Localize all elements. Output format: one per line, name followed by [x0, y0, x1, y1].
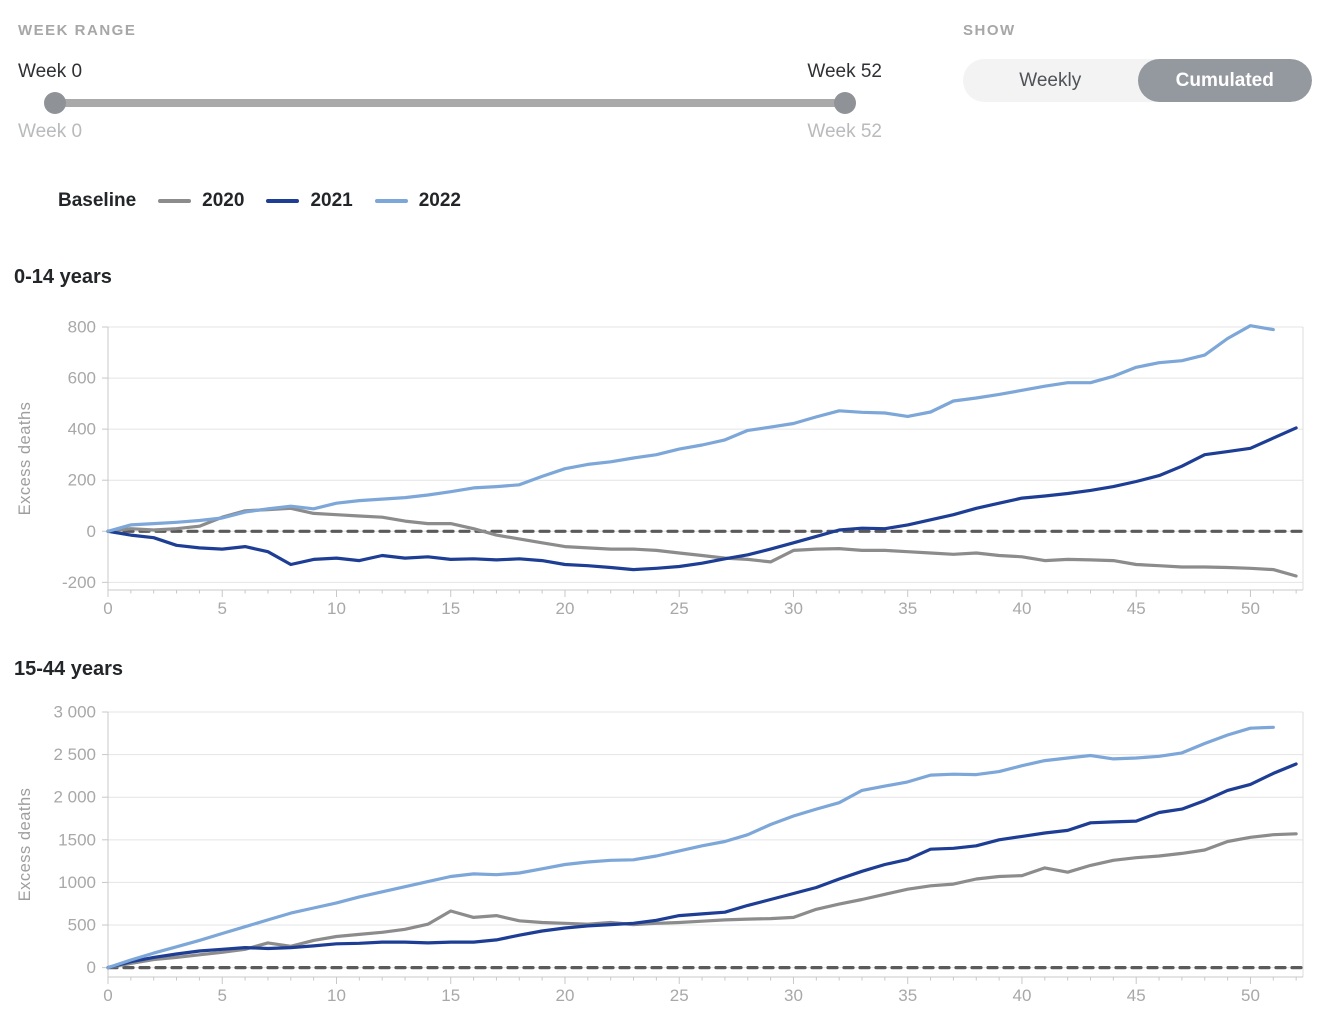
slider-track[interactable] — [52, 99, 848, 107]
svg-text:20: 20 — [556, 986, 575, 1005]
slider-handle-end[interactable] — [834, 92, 856, 114]
toggle-option-weekly[interactable]: Weekly — [1019, 69, 1082, 91]
week-range-end-value: Week 52 — [807, 61, 882, 82]
legend-label: 2021 — [310, 190, 353, 211]
series-line-2022 — [106, 324, 1275, 533]
svg-text:25: 25 — [670, 986, 689, 1005]
show-toggle[interactable]: Weekly Cumulated — [963, 59, 1312, 102]
chart-title-0-14: 0-14 years — [14, 266, 112, 288]
series-line-2021 — [106, 426, 1298, 572]
legend: Baseline 2020 2021 2022 — [14, 188, 1325, 214]
svg-text:2 000: 2 000 — [53, 788, 96, 807]
legend-item-2020[interactable]: 2020 — [158, 190, 244, 212]
svg-text:400: 400 — [68, 420, 96, 439]
svg-text:600: 600 — [68, 369, 96, 388]
svg-text:15: 15 — [441, 599, 460, 618]
svg-text:50: 50 — [1241, 986, 1260, 1005]
svg-text:45: 45 — [1127, 986, 1146, 1005]
svg-text:0: 0 — [103, 599, 112, 618]
week-range-slider[interactable] — [18, 92, 882, 114]
svg-text:25: 25 — [670, 599, 689, 618]
svg-text:40: 40 — [1012, 986, 1031, 1005]
line-swatch-icon — [374, 199, 408, 203]
series-line-2021 — [106, 762, 1298, 970]
show-control: SHOW Weekly Cumulated — [963, 22, 1312, 102]
week-range-label: WEEK RANGE — [18, 22, 137, 39]
toggle-option-cumulated[interactable]: Cumulated — [1137, 59, 1312, 102]
legend-item-2022[interactable]: 2022 — [374, 190, 461, 212]
svg-text:30: 30 — [784, 599, 803, 618]
week-range-end-sub: Week 52 — [807, 121, 882, 142]
svg-text:15: 15 — [441, 986, 460, 1005]
svg-text:20: 20 — [556, 599, 575, 618]
slider-handle-start[interactable] — [44, 92, 66, 114]
chart-0-14-years: 800 600 400 200 0 -200 0 5 10 15 20 25 30 35 40 45 50 Exc… — [16, 318, 1305, 618]
svg-text:500: 500 — [68, 916, 96, 935]
show-label: SHOW — [963, 22, 1016, 39]
chart-title-15-44: 15-44 years — [14, 658, 123, 680]
legend-label: 2022 — [418, 190, 461, 211]
legend-label: Baseline — [58, 190, 137, 211]
svg-text:35: 35 — [898, 599, 917, 618]
svg-text:45: 45 — [1127, 599, 1146, 618]
svg-text:3 000: 3 000 — [53, 703, 96, 722]
legend-item-2021[interactable]: 2021 — [266, 190, 353, 212]
top-controls: WEEK RANGE Week 0 Week 52 Week 0 Week 52… — [0, 0, 1325, 158]
svg-text:Excess deaths: Excess deaths — [16, 788, 34, 902]
series-line-2020 — [106, 506, 1298, 578]
svg-text:10: 10 — [327, 986, 346, 1005]
svg-text:2 500: 2 500 — [53, 745, 96, 764]
svg-text:Excess deaths: Excess deaths — [16, 402, 34, 516]
svg-text:1500: 1500 — [58, 830, 96, 849]
svg-text:800: 800 — [68, 318, 96, 337]
svg-text:1000: 1000 — [58, 873, 96, 892]
week-range-start-value: Week 0 — [18, 61, 83, 82]
svg-text:5: 5 — [218, 986, 227, 1005]
series-line-2020 — [106, 832, 1298, 970]
svg-text:-200: -200 — [62, 573, 96, 592]
svg-text:5: 5 — [218, 599, 227, 618]
svg-text:30: 30 — [784, 986, 803, 1005]
line-swatch-icon — [158, 199, 192, 203]
svg-text:50: 50 — [1241, 599, 1260, 618]
svg-text:0: 0 — [87, 958, 96, 977]
svg-text:10: 10 — [327, 599, 346, 618]
dashed-line-swatch-icon — [14, 200, 47, 203]
week-range-control: WEEK RANGE Week 0 Week 52 Week 0 Week 52 — [18, 22, 882, 143]
legend-item-baseline[interactable]: Baseline — [14, 190, 136, 212]
series-line-2022 — [106, 725, 1275, 970]
svg-text:40: 40 — [1012, 599, 1031, 618]
legend-label: 2020 — [202, 190, 245, 211]
svg-text:0: 0 — [103, 986, 112, 1005]
svg-text:200: 200 — [68, 471, 96, 490]
week-range-start-sub: Week 0 — [18, 121, 83, 142]
svg-text:35: 35 — [898, 986, 917, 1005]
svg-text:0: 0 — [87, 522, 96, 541]
chart-15-44-years: 3 000 2 500 2 000 1500 1000 500 00 5 10 15 20 25 30 3… — [16, 703, 1305, 1005]
line-swatch-icon — [266, 199, 300, 203]
